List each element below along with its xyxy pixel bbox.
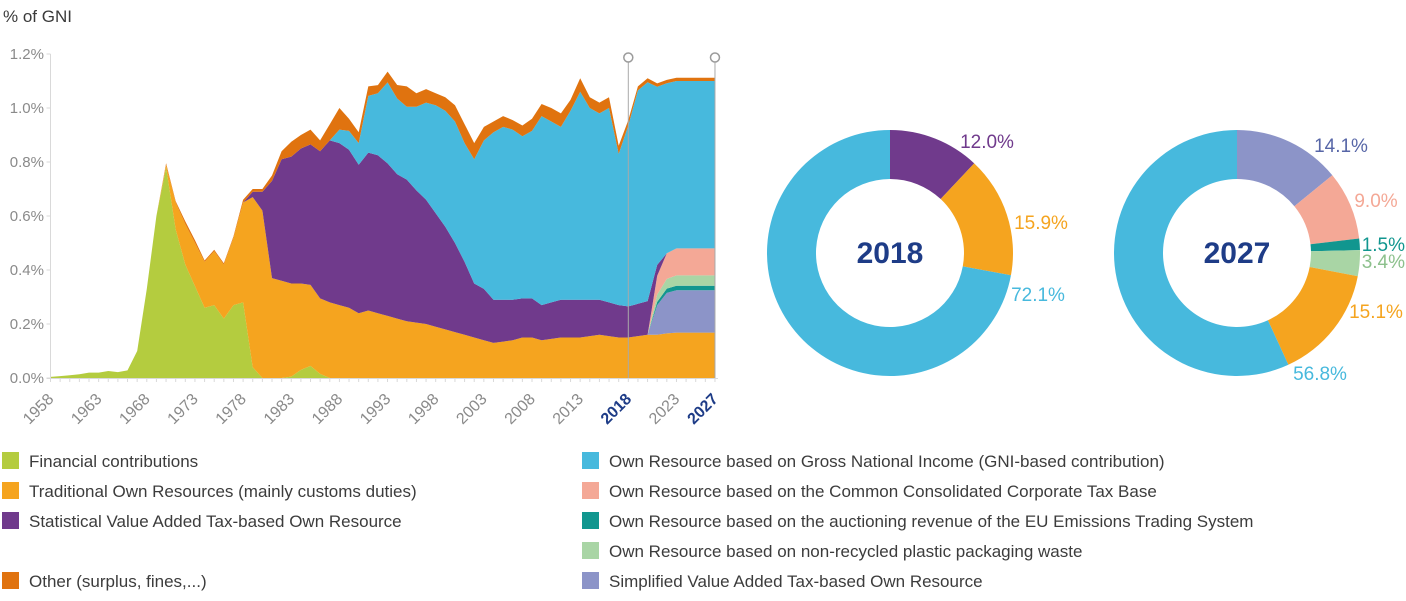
slice-label-stat_vat: 12.0%	[960, 132, 1014, 153]
donut-charts: 12.0% 15.9% 72.1% 2018 14.1% 9.0% 1.5%3.4% 15.1…	[766, 130, 1405, 385]
donut-slice-cctb	[1294, 175, 1360, 245]
legend-swatch-simpl_vat	[582, 572, 599, 589]
donut-slice-plastic	[1309, 250, 1361, 277]
legend-swatch-stat_vat	[2, 512, 19, 529]
slice-label-plastic: 3.4%	[1362, 252, 1405, 273]
legend-label: Traditional Own Resources (mainly custom…	[29, 482, 417, 501]
area-chart: 0.0% 0.2% 0.4% 0.6% 0.8% 1.0% 1.2% 1958 1963 1968…	[10, 46, 722, 428]
legend-item: Own Resource based on non-recycled plast…	[582, 542, 1082, 561]
legend-label: Own Resource based on Gross National Inc…	[609, 452, 1165, 471]
marker-handle-2018[interactable]	[623, 52, 634, 63]
y-axis-title: % of GNI	[3, 7, 72, 26]
legend-swatch-gni	[582, 452, 599, 469]
donut-2027: 14.1% 9.0% 1.5%3.4% 15.1% 56.8% 2027	[1114, 130, 1405, 385]
series-gni	[50, 81, 715, 377]
marker-handle-2027[interactable]	[709, 52, 721, 63]
legend-item: Traditional Own Resources (mainly custom…	[2, 482, 417, 501]
legend-swatch-cctb	[582, 482, 599, 499]
slice-label-tor: 15.9%	[1014, 213, 1068, 234]
x-tick-label-2013: 2013	[550, 391, 587, 428]
x-tick-label-2018: 2018	[598, 391, 635, 428]
legend-item: Financial contributions	[2, 452, 198, 471]
x-tick-label-2008: 2008	[502, 391, 539, 428]
legend-item: Other (surplus, fines,...)	[2, 572, 207, 591]
series-stat_vat	[50, 140, 715, 377]
legend-item: Own Resource based on the Common Consoli…	[582, 482, 1157, 501]
donut-2018: 12.0% 15.9% 72.1% 2018	[766, 130, 1068, 376]
donut-slice-tor	[940, 163, 1013, 276]
legend-label: Financial contributions	[29, 452, 199, 471]
x-tick-label-2027: 2027	[685, 391, 722, 428]
legend-label: Own Resource based on the auctioning rev…	[609, 512, 1254, 531]
legend-swatch-tor	[2, 482, 19, 499]
series-financial	[50, 167, 715, 378]
year-marker-2018	[623, 52, 634, 378]
legend-item: Statistical Value Added Tax-based Own Re…	[2, 512, 402, 531]
y-tick-label: 0.6%	[10, 208, 44, 225]
legend-swatch-plastic	[582, 542, 599, 559]
slice-label-gni: 56.8%	[1293, 364, 1347, 385]
y-tick-label: 0.8%	[10, 154, 44, 171]
slice-label-tor: 15.1%	[1349, 302, 1403, 323]
x-tick-label-1973: 1973	[165, 391, 202, 428]
x-tick-label-2003: 2003	[453, 391, 490, 428]
donut-slice-ets	[1310, 238, 1360, 252]
area-series	[50, 71, 715, 378]
slice-label-gni: 72.1%	[1011, 285, 1065, 306]
y-tick-label: 0.4%	[10, 262, 44, 279]
legend-label: Statistical Value Added Tax-based Own Re…	[29, 512, 402, 531]
legend-item: Own Resource based on Gross National Inc…	[582, 452, 1165, 471]
donut-slice-gni	[766, 130, 1011, 376]
x-tick-label-1963: 1963	[68, 391, 105, 428]
donut-slice-gni	[1114, 130, 1289, 376]
legend-item: Own Resource based on the auctioning rev…	[582, 512, 1253, 531]
x-tick-label-1993: 1993	[357, 391, 394, 428]
series-tor	[50, 164, 715, 378]
donut-slice-tor	[1267, 266, 1358, 365]
donut-center-year: 2027	[1204, 237, 1271, 270]
legend-label: Own Resource based on the Common Consoli…	[609, 482, 1157, 501]
x-tick-label-1988: 1988	[309, 391, 346, 428]
legend-label: Own Resource based on non-recycled plast…	[609, 542, 1083, 561]
legend-item: Simplified Value Added Tax-based Own Res…	[582, 572, 983, 591]
y-tick-label: 0.2%	[10, 316, 44, 333]
legend-swatch-ets	[582, 512, 599, 529]
x-tick-label-1978: 1978	[213, 391, 250, 428]
year-marker-2027	[709, 52, 721, 378]
slice-label-cctb: 9.0%	[1354, 191, 1397, 212]
legend-swatch-other	[2, 572, 19, 589]
y-tick-label: 1.2%	[10, 46, 44, 63]
donut-slice-simpl_vat	[1237, 130, 1333, 207]
x-tick-label-2023: 2023	[646, 391, 683, 428]
slice-label-ets: 1.5%	[1362, 235, 1405, 256]
donut-center-year: 2018	[857, 237, 924, 270]
legend-label: Simplified Value Added Tax-based Own Res…	[609, 572, 983, 591]
slice-label-simpl_vat: 14.1%	[1314, 136, 1368, 157]
legend-swatch-financial	[2, 452, 19, 469]
x-tick-label-1968: 1968	[116, 391, 153, 428]
y-tick-label: 1.0%	[10, 100, 44, 117]
x-tick-label-1998: 1998	[405, 391, 442, 428]
x-tick-label-1983: 1983	[261, 391, 298, 428]
x-tick-label-1958: 1958	[20, 391, 57, 428]
donut-slice-stat_vat	[890, 130, 975, 200]
y-tick-label: 0.0%	[10, 370, 44, 387]
legend-label: Other (surplus, fines,...)	[29, 572, 207, 591]
